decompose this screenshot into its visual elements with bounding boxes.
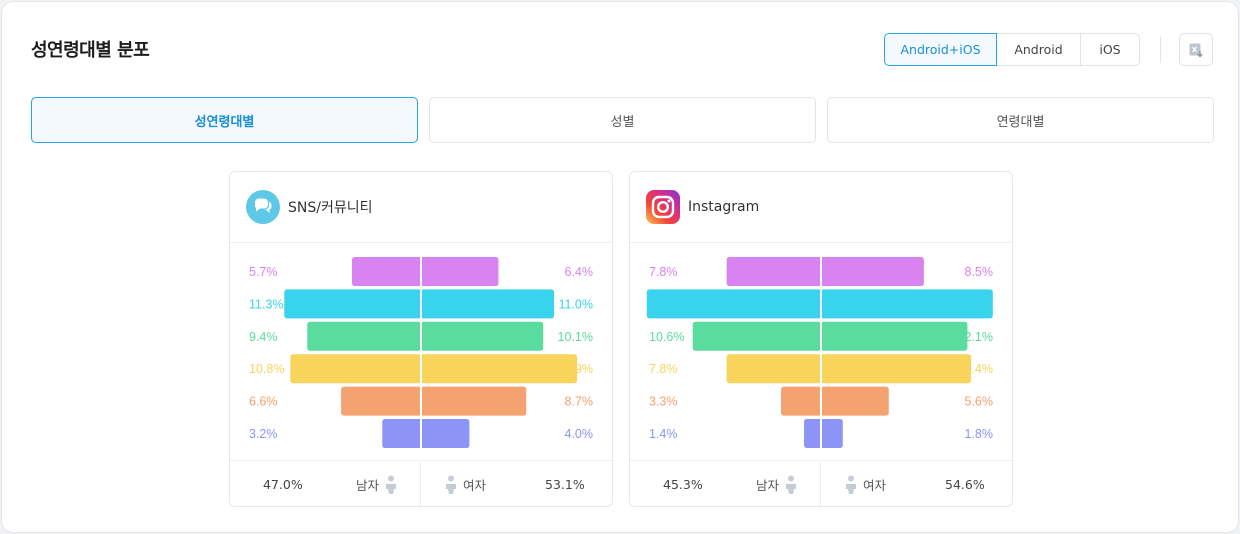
male-value-label: 7.8% — [649, 265, 678, 279]
female-total: 53.1% — [545, 476, 585, 492]
gender-totals: 47.0% 남자 여자 53.1% — [230, 461, 612, 507]
female-value-label: 6.4% — [565, 265, 594, 279]
female-value-label: 1.8% — [965, 427, 994, 441]
male-value-label: 3.3% — [649, 395, 678, 409]
female-bar — [821, 419, 843, 448]
female-value-label: 4.0% — [565, 427, 594, 441]
female-value-label: 11.0% — [558, 297, 593, 311]
male-value-label: 7.8% — [649, 362, 678, 376]
female-value-label: 14.2% — [958, 297, 993, 311]
male-bar — [781, 386, 821, 416]
male-person-icon — [786, 475, 797, 494]
female-label: 여자 — [863, 477, 887, 493]
female-bar — [421, 321, 544, 351]
platform-android-button[interactable]: Android — [996, 33, 1081, 66]
female-value-label: 12.9% — [558, 362, 593, 376]
female-bar — [821, 257, 924, 286]
excel-download-button[interactable] — [1179, 33, 1213, 66]
male-bar — [646, 289, 821, 319]
male-total: 45.3% — [663, 476, 703, 492]
app-name: SNS/커뮤니티 — [288, 200, 373, 216]
male-value-label: 1.4% — [649, 427, 678, 441]
female-value-label: 12.4% — [958, 362, 993, 376]
male-bar — [284, 289, 421, 319]
female-value-label: 10.1% — [558, 330, 593, 344]
female-bar — [421, 386, 527, 416]
male-value-label: 10.6% — [649, 330, 684, 344]
male-total: 47.0% — [263, 476, 303, 492]
male-bar — [382, 419, 421, 448]
platform-ios-button[interactable]: iOS — [1080, 33, 1140, 66]
population-pyramid-chart: 5.7% 6.4% 11.3% 11.0% 9.4% 10.1% 10.8% 12.9% 6.6… — [230, 243, 612, 461]
male-value-label: 11.3% — [249, 297, 284, 311]
male-bar — [341, 386, 421, 416]
male-bar — [726, 354, 821, 384]
female-bar — [421, 257, 499, 286]
toolbar-divider — [1160, 36, 1161, 63]
platform-android-ios-button[interactable]: Android+iOS — [884, 33, 997, 66]
app-panel-sns-community: SNS/커뮤니티 5.7% 6.4% 11.3% 11.0% 9.4% 10.1% 10.8… — [229, 171, 613, 507]
male-bar — [307, 321, 421, 351]
male-bar — [692, 321, 821, 351]
tab-age[interactable]: 연령대별 — [827, 97, 1214, 143]
page-title: 성연령대별 분포 — [31, 40, 150, 61]
female-value-label: 12.1% — [958, 330, 993, 344]
gender-totals: 45.3% 남자 여자 54.6% — [630, 461, 1012, 507]
female-person-icon — [446, 475, 456, 494]
female-bar — [821, 386, 889, 416]
male-value-label: 6.6% — [249, 395, 278, 409]
male-value-label: 9.4% — [249, 330, 278, 344]
male-bar — [804, 419, 821, 448]
panel-header: Instagram — [630, 172, 1012, 243]
app-panel-instagram: Instagram 7.8% 8.5% 14.4% 14.2% 10.6% 12.1% 7.… — [629, 171, 1013, 507]
tab-age-gender[interactable]: 성연령대별 — [31, 97, 418, 143]
male-person-icon — [386, 475, 397, 494]
chat-bubble-icon — [246, 190, 280, 224]
male-label: 남자 — [356, 477, 380, 493]
female-value-label: 5.6% — [965, 395, 994, 409]
female-bar — [821, 321, 968, 351]
pyramid-svg: 7.8% 8.5% 14.4% 14.2% 10.6% 12.1% 7.8% 12.4% 3.3… — [646, 243, 994, 461]
male-value-label: 14.4% — [649, 297, 684, 311]
app-name: Instagram — [688, 199, 760, 215]
female-bar — [821, 354, 972, 384]
female-bar — [821, 289, 993, 319]
male-bar — [290, 354, 421, 384]
female-person-icon — [846, 475, 856, 494]
female-value-label: 8.5% — [965, 265, 994, 279]
population-pyramid-chart: 7.8% 8.5% 14.4% 14.2% 10.6% 12.1% 7.8% 12.4% 3.3… — [630, 243, 1012, 461]
male-bar — [726, 257, 821, 286]
pyramid-svg: 5.7% 6.4% 11.3% 11.0% 9.4% 10.1% 10.8% 12.9% 6.6… — [249, 243, 594, 461]
instagram-icon — [646, 190, 680, 224]
male-value-label: 5.7% — [249, 265, 278, 279]
tab-gender[interactable]: 성별 — [429, 97, 816, 143]
female-bar — [421, 354, 578, 384]
male-value-label: 3.2% — [249, 427, 278, 441]
view-tabs: 성연령대별 성별 연령대별 — [31, 97, 1214, 143]
male-label: 남자 — [756, 477, 780, 493]
female-bar — [421, 419, 470, 448]
platform-selector: Android+iOS Android iOS — [884, 33, 1140, 66]
excel-download-icon — [1189, 43, 1203, 57]
female-label: 여자 — [463, 477, 487, 493]
panel-header: SNS/커뮤니티 — [230, 172, 612, 243]
female-bar — [421, 289, 555, 319]
female-value-label: 8.7% — [565, 395, 594, 409]
female-total: 54.6% — [945, 476, 985, 492]
male-value-label: 10.8% — [249, 362, 284, 376]
male-bar — [352, 257, 421, 286]
